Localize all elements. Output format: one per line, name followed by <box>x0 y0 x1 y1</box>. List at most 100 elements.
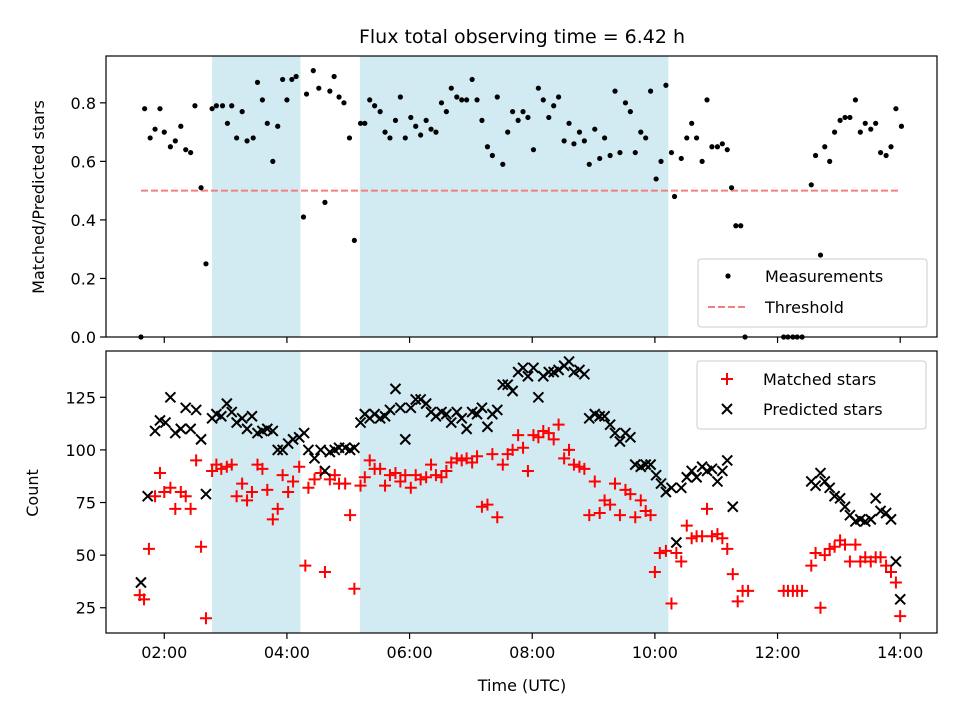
predicted-star-point <box>241 423 253 435</box>
predicted-star-point <box>543 366 555 378</box>
ratio-point <box>469 76 475 83</box>
predicted-star-point <box>711 475 724 488</box>
count-y-axis-title: Count <box>23 469 42 517</box>
predicted-star-point <box>164 391 177 404</box>
ratio-point <box>684 135 690 141</box>
ratio-point <box>433 129 439 135</box>
ratio-point <box>714 144 721 150</box>
ratio-point <box>658 158 664 164</box>
ratio-point <box>387 135 393 141</box>
x-tick-label: 06:00 <box>387 643 433 662</box>
predicted-star-point <box>399 433 411 446</box>
ratio-point <box>831 129 838 135</box>
matched-star-point <box>153 467 166 480</box>
matched-star-point <box>230 490 243 503</box>
predicted-star-point <box>476 402 488 414</box>
ratio-point <box>592 126 598 132</box>
ratio-point <box>877 149 884 156</box>
matched-star-point <box>276 469 289 482</box>
ratio-point <box>178 123 184 129</box>
predicted-star-point <box>650 469 662 481</box>
ratio-point <box>704 97 710 103</box>
matched-star-point <box>299 559 312 572</box>
ratio-point <box>234 135 240 141</box>
ratio-point <box>192 103 198 109</box>
matched-star-point <box>828 540 841 553</box>
matched-star-point <box>266 513 279 526</box>
ratio-point <box>888 144 894 150</box>
predicted-star-point <box>440 408 453 420</box>
legend-matched-marker <box>721 373 733 385</box>
ratio-point <box>515 117 521 123</box>
matched-star-point <box>195 540 208 553</box>
predicted-star-point <box>578 368 591 380</box>
matched-star-point <box>206 464 219 477</box>
predicted-star-point <box>506 385 519 397</box>
predicted-star-point <box>200 488 212 500</box>
count-y-tick-label: 75 <box>76 494 96 513</box>
predicted-star-point <box>460 423 473 435</box>
ratio-point <box>827 158 833 164</box>
matched-star-point <box>164 481 177 494</box>
predicted-star-point <box>221 397 233 410</box>
predicted-star-point <box>354 416 367 429</box>
ratio-point <box>244 138 250 144</box>
matched-star-point <box>874 551 887 564</box>
ratio-point <box>847 114 853 121</box>
matched-star-point <box>670 547 683 560</box>
matched-star-point <box>142 542 155 555</box>
matched-star-point <box>653 547 666 560</box>
ratio-point <box>254 79 261 85</box>
predicted-star-point <box>215 410 228 422</box>
x-tick-label: 04:00 <box>264 643 310 662</box>
ratio-point <box>336 94 342 100</box>
matched-star-point <box>675 555 688 568</box>
matched-star-point <box>644 509 657 522</box>
ratio-point <box>617 149 623 156</box>
ratio-point <box>213 103 219 109</box>
matched-star-point <box>629 511 642 524</box>
matched-star-point <box>236 477 249 490</box>
ratio-point <box>678 155 684 162</box>
matched-star-point <box>471 450 484 463</box>
ratio-legend: Measurements Threshold <box>697 258 928 328</box>
ratio-y-tick-label: 0.8 <box>71 94 96 113</box>
ratio-point <box>300 214 307 220</box>
matched-star-point <box>435 471 448 484</box>
matched-star-point <box>648 565 661 578</box>
ratio-point <box>561 138 567 144</box>
ratio-point <box>868 126 874 132</box>
ratio-point <box>643 135 649 141</box>
predicted-star-point <box>894 593 906 606</box>
predicted-star-point <box>455 412 468 425</box>
predicted-star-point <box>491 404 503 416</box>
matched-star-point <box>567 458 580 471</box>
ratio-point <box>556 94 562 100</box>
ratio-point <box>172 138 178 144</box>
matched-star-point <box>552 418 565 431</box>
predicted-star-point <box>410 393 422 406</box>
ratio-point <box>622 100 629 106</box>
predicted-star-point <box>184 423 197 435</box>
matched-star-point <box>809 547 822 560</box>
ratio-point <box>597 155 603 162</box>
ratio-point <box>484 144 491 150</box>
legend-matched-label: Matched stars <box>763 370 876 389</box>
predicted-star-point <box>497 378 509 391</box>
x-tick-label: 14:00 <box>877 643 923 662</box>
matched-star-point <box>609 477 622 490</box>
predicted-star-point <box>517 362 529 374</box>
matched-star-point <box>726 568 739 581</box>
matched-star-point <box>282 486 295 498</box>
predicted-star-point <box>814 467 827 479</box>
predicted-star-point <box>180 402 192 414</box>
predicted-star-point <box>839 501 851 513</box>
ratio-point <box>438 100 445 106</box>
matched-star-point <box>588 475 601 488</box>
ratio-point <box>671 193 678 200</box>
matched-star-point <box>339 477 352 490</box>
predicted-star-point <box>302 444 315 456</box>
matched-star-point <box>475 500 488 513</box>
matched-star-point <box>354 479 367 492</box>
matched-star-point <box>818 549 831 562</box>
